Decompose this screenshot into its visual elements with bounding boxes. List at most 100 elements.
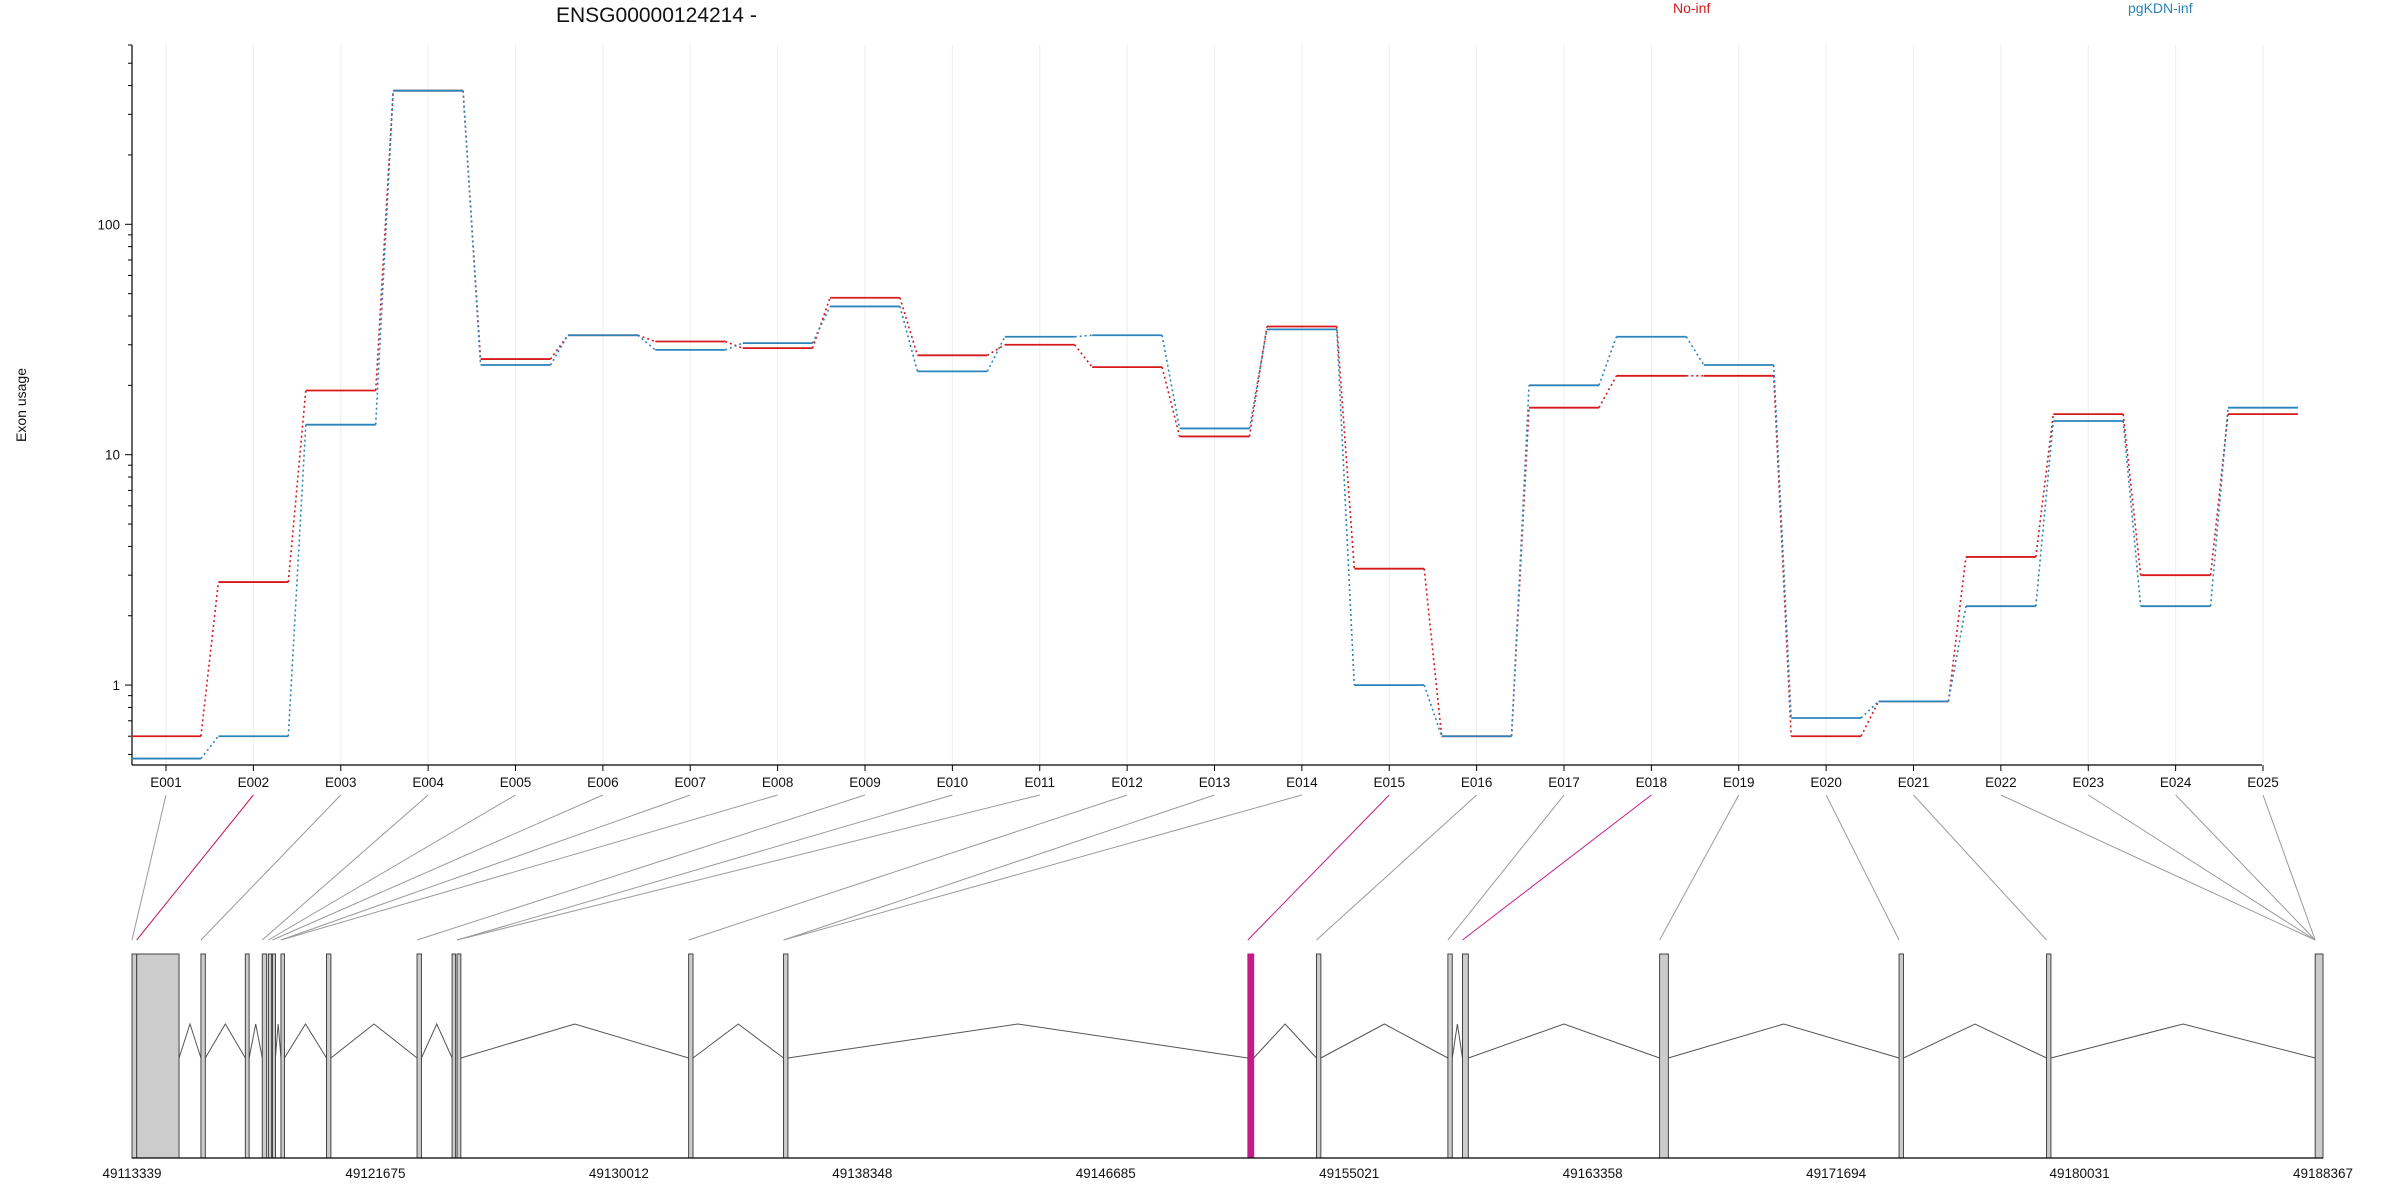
exon-connector — [268, 794, 516, 941]
exon-connector — [280, 794, 778, 941]
exon-connector — [2087, 794, 2316, 941]
exon-connector — [456, 794, 953, 941]
x-tick-label: E022 — [1985, 775, 2017, 790]
x-tick-label: E001 — [150, 775, 182, 790]
intron-line — [2050, 1023, 2316, 1059]
x-tick-label: E006 — [587, 775, 619, 790]
series-transition — [1598, 336, 1618, 386]
genomic-tick-label: 49121675 — [345, 1166, 405, 1181]
exon-box — [451, 953, 457, 1159]
series-transition — [811, 306, 831, 344]
exon-connector — [1462, 794, 1652, 941]
exon-connector — [280, 794, 691, 941]
exon-box — [783, 953, 789, 1159]
intron-line — [692, 1023, 784, 1059]
exon-box — [2314, 953, 2324, 1159]
exon-box — [1315, 953, 1322, 1159]
vertical-grid — [165, 45, 2264, 765]
series-transition — [462, 90, 482, 366]
intron-line — [787, 1023, 1248, 1059]
x-tick-label: E005 — [500, 775, 532, 790]
series-transition — [287, 390, 307, 583]
intron-line — [1468, 1023, 1660, 1059]
x-tick-label: E018 — [1636, 775, 1668, 790]
exon-connector — [783, 794, 1215, 941]
series-transition — [2122, 414, 2142, 576]
genomic-tick-label: 49146685 — [1076, 1166, 1136, 1181]
exon-box — [244, 953, 250, 1159]
x-tick-label: E009 — [849, 775, 881, 790]
x-tick-label: E004 — [412, 775, 444, 790]
exon-connector — [2262, 794, 2316, 941]
genomic-axis: 49113339 49121675 49130012 49138348 49146685… — [102, 1157, 2353, 1181]
exon-box — [1247, 953, 1255, 1159]
exon-box — [416, 953, 422, 1159]
series-transition — [1423, 684, 1443, 737]
series-transition — [2035, 420, 2055, 607]
exon-box — [136, 953, 180, 1159]
exon-connector — [1247, 794, 1390, 941]
series-transition — [374, 90, 394, 391]
series-transition — [1510, 407, 1530, 737]
genomic-tick-label: 49163358 — [1563, 1166, 1623, 1181]
series-transition — [1772, 364, 1792, 719]
x-tick-label: E010 — [937, 775, 969, 790]
x-tick-label: E025 — [2247, 775, 2279, 790]
exon-box — [688, 953, 694, 1159]
intron-line — [274, 1023, 282, 1059]
exon-connector — [131, 794, 167, 941]
series-transition — [287, 424, 307, 737]
series-transition — [1510, 385, 1530, 737]
y-axis-label: Exon usage — [13, 368, 29, 442]
exon-connector — [2175, 794, 2316, 941]
intron-line — [1320, 1023, 1449, 1059]
intron-line — [248, 1023, 263, 1059]
genomic-tick-label: 49130012 — [589, 1166, 649, 1181]
series-transition — [1074, 334, 1093, 338]
x-tick-label: E019 — [1723, 775, 1755, 790]
legend-no-inf: No-inf — [1673, 0, 1710, 16]
series-transition — [2035, 414, 2055, 558]
intron-line — [1903, 1023, 2047, 1059]
exon-connector — [261, 794, 429, 941]
exon-connector — [456, 794, 1040, 941]
series-transition — [200, 735, 220, 760]
exon-connectors — [131, 794, 2316, 941]
exon-box — [200, 953, 206, 1159]
exon-box — [326, 953, 332, 1159]
x-tick-label: E003 — [325, 775, 357, 790]
exon-box — [2046, 953, 2052, 1159]
exon-box — [1898, 953, 1904, 1159]
exon-box — [261, 953, 268, 1159]
exon-connector — [783, 794, 1303, 941]
x-tick-label: E015 — [1373, 775, 1405, 790]
series-transition — [374, 90, 394, 425]
series-transition — [1161, 366, 1181, 437]
exon-connector — [688, 794, 1128, 941]
exon-box — [271, 953, 276, 1159]
series-transition — [1161, 335, 1181, 429]
series-transition — [986, 344, 1006, 356]
exon-box — [1447, 953, 1453, 1159]
intron-line — [178, 1022, 202, 1059]
exon-axis: E001 E002 E003 E004 E005 E006 E007 E008 E009 E010… — [132, 764, 2279, 790]
x-tick-label: E014 — [1286, 775, 1318, 790]
x-tick-label: E023 — [2072, 775, 2104, 790]
intron-line — [1253, 1023, 1317, 1059]
series-transition — [2122, 420, 2142, 607]
exon-connector — [136, 794, 254, 941]
x-tick-label: E012 — [1111, 775, 1143, 790]
exon-box — [131, 953, 138, 1159]
exon-box — [267, 953, 273, 1159]
genomic-tick-label: 49113339 — [102, 1166, 161, 1181]
series-transition — [637, 334, 656, 351]
x-tick-label: E008 — [762, 775, 794, 790]
series-transition — [637, 334, 656, 343]
gene-model — [131, 953, 2324, 1159]
x-tick-label: E002 — [238, 775, 270, 790]
genomic-tick-label: 49188367 — [2293, 1166, 2353, 1181]
y-tick-label: 10 — [105, 448, 120, 463]
exon-box — [1461, 953, 1469, 1159]
series-transition — [1947, 556, 1967, 702]
